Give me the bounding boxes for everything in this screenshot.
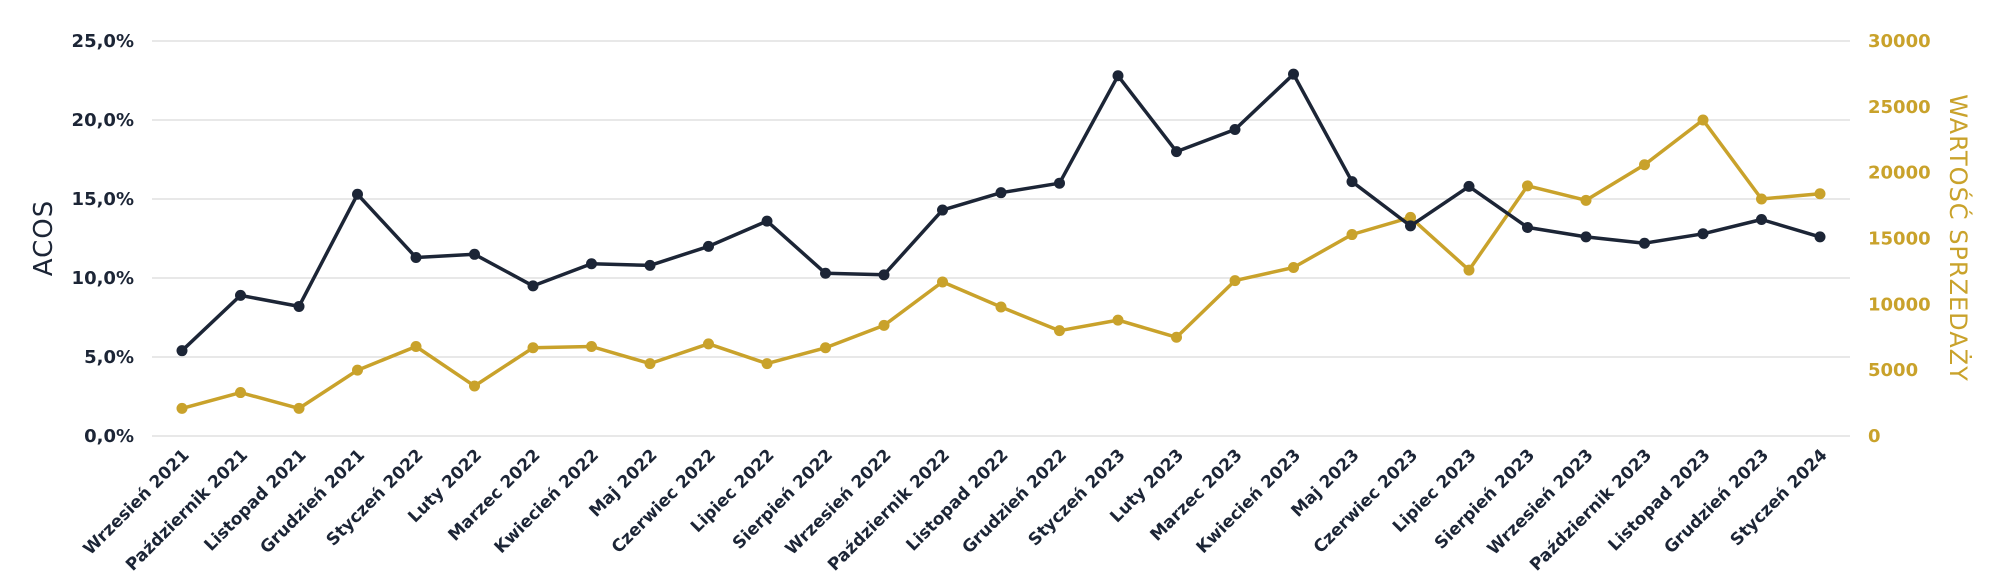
data-point bbox=[878, 269, 890, 281]
data-point bbox=[1171, 331, 1182, 343]
data-point bbox=[1346, 176, 1358, 188]
data-point bbox=[527, 280, 539, 292]
data-point bbox=[1522, 221, 1533, 233]
data-point bbox=[937, 276, 948, 288]
data-point bbox=[1639, 237, 1650, 249]
data-point bbox=[1580, 194, 1592, 206]
x-tick-label: Wrzesień 2021 bbox=[80, 445, 194, 559]
y-tick-left-label: 15,0% bbox=[72, 189, 134, 210]
x-tick-label: Wrzesień 2022 bbox=[782, 445, 896, 559]
x-tick-label: Czerwiec 2023 bbox=[1310, 445, 1422, 557]
data-point bbox=[937, 204, 948, 216]
y-axis-right-title: WARTOŚĆ SPRZEDAŻY bbox=[1944, 94, 1974, 382]
data-point bbox=[352, 364, 363, 376]
data-point bbox=[1580, 231, 1592, 243]
x-tick-label: Czerwiec 2022 bbox=[608, 445, 720, 557]
data-point bbox=[1112, 314, 1124, 326]
data-point bbox=[878, 319, 890, 331]
data-point bbox=[1697, 114, 1709, 126]
data-point bbox=[176, 402, 188, 414]
y-axis-left-title: ACOS bbox=[29, 200, 59, 276]
y-tick-right-label: 10000 bbox=[1868, 294, 1931, 315]
y-axis-left-ticks: 0,0% 5,0% 10,0% 15,0% 20,0% 25,0% bbox=[72, 31, 134, 447]
x-tick-label: Sierpień 2022 bbox=[729, 445, 837, 553]
data-point bbox=[1346, 229, 1358, 241]
x-tick-label: Grudzień 2022 bbox=[958, 445, 1071, 558]
y-tick-left-label: 25,0% bbox=[72, 31, 134, 52]
y-tick-right-label: 15000 bbox=[1868, 229, 1931, 250]
data-point bbox=[995, 187, 1007, 199]
data-point bbox=[1229, 275, 1241, 287]
y-tick-left-label: 20,0% bbox=[72, 110, 134, 131]
y-tick-left-label: 10,0% bbox=[72, 268, 134, 289]
y-tick-left-label: 0,0% bbox=[84, 426, 134, 447]
x-tick-label: Sierpień 2023 bbox=[1431, 445, 1539, 553]
data-point bbox=[1639, 159, 1650, 171]
data-point bbox=[1288, 68, 1299, 80]
data-point bbox=[586, 258, 597, 270]
data-point bbox=[1171, 146, 1182, 158]
series-left-axis bbox=[176, 68, 1826, 357]
data-point bbox=[293, 300, 305, 312]
x-tick-label: Kwiecień 2022 bbox=[491, 445, 603, 557]
data-point bbox=[1112, 70, 1124, 82]
x-tick-label: Listopad 2022 bbox=[902, 445, 1012, 555]
y-tick-left-label: 5,0% bbox=[84, 347, 134, 368]
data-point bbox=[235, 289, 246, 301]
data-point bbox=[176, 345, 188, 357]
data-point bbox=[352, 188, 363, 200]
data-point bbox=[703, 338, 714, 350]
series-right-axis bbox=[176, 114, 1826, 414]
data-point bbox=[293, 402, 305, 414]
data-point bbox=[820, 342, 831, 354]
y-tick-right-label: 30000 bbox=[1868, 31, 1931, 52]
data-point bbox=[1405, 211, 1416, 223]
y-tick-right-label: 5000 bbox=[1868, 360, 1918, 381]
x-tick-label: Grudzień 2023 bbox=[1660, 445, 1773, 558]
y-axis-right-ticks: 0 5000 10000 15000 20000 25000 30000 bbox=[1868, 31, 1931, 447]
data-point bbox=[410, 340, 422, 352]
x-tick-label: Wrzesień 2023 bbox=[1484, 445, 1598, 559]
grid-lines bbox=[152, 40, 1850, 437]
y-tick-right-label: 0 bbox=[1868, 426, 1881, 447]
data-point bbox=[1288, 261, 1299, 273]
data-point bbox=[235, 387, 246, 399]
data-point bbox=[1405, 220, 1416, 232]
data-point bbox=[1697, 228, 1709, 240]
data-point bbox=[761, 358, 773, 370]
data-point bbox=[1463, 180, 1475, 192]
y-tick-right-label: 20000 bbox=[1868, 163, 1931, 184]
data-point bbox=[1522, 180, 1533, 192]
data-point bbox=[995, 301, 1007, 313]
data-point bbox=[1054, 325, 1065, 337]
data-point bbox=[1054, 177, 1065, 189]
data-point bbox=[820, 267, 831, 279]
x-tick-label: Listopad 2021 bbox=[200, 445, 310, 555]
data-point bbox=[1814, 188, 1826, 200]
x-tick-label: Listopad 2023 bbox=[1604, 445, 1714, 555]
data-point bbox=[1756, 193, 1767, 205]
data-point bbox=[644, 358, 656, 370]
data-point bbox=[469, 248, 480, 260]
data-point bbox=[1756, 214, 1767, 226]
data-point bbox=[644, 259, 656, 271]
data-point bbox=[703, 240, 714, 252]
series-group bbox=[176, 68, 1826, 414]
data-point bbox=[1814, 231, 1826, 243]
series-line bbox=[180, 118, 1822, 411]
data-point bbox=[586, 340, 597, 352]
data-point bbox=[469, 380, 480, 392]
x-tick-label: Kwiecień 2023 bbox=[1193, 445, 1305, 557]
data-point bbox=[761, 215, 773, 227]
data-point bbox=[1463, 264, 1475, 276]
data-point bbox=[1229, 123, 1241, 135]
y-tick-right-label: 25000 bbox=[1868, 97, 1931, 118]
x-tick-label: Grudzień 2021 bbox=[256, 445, 369, 558]
data-point bbox=[410, 251, 422, 263]
data-point bbox=[527, 342, 539, 354]
